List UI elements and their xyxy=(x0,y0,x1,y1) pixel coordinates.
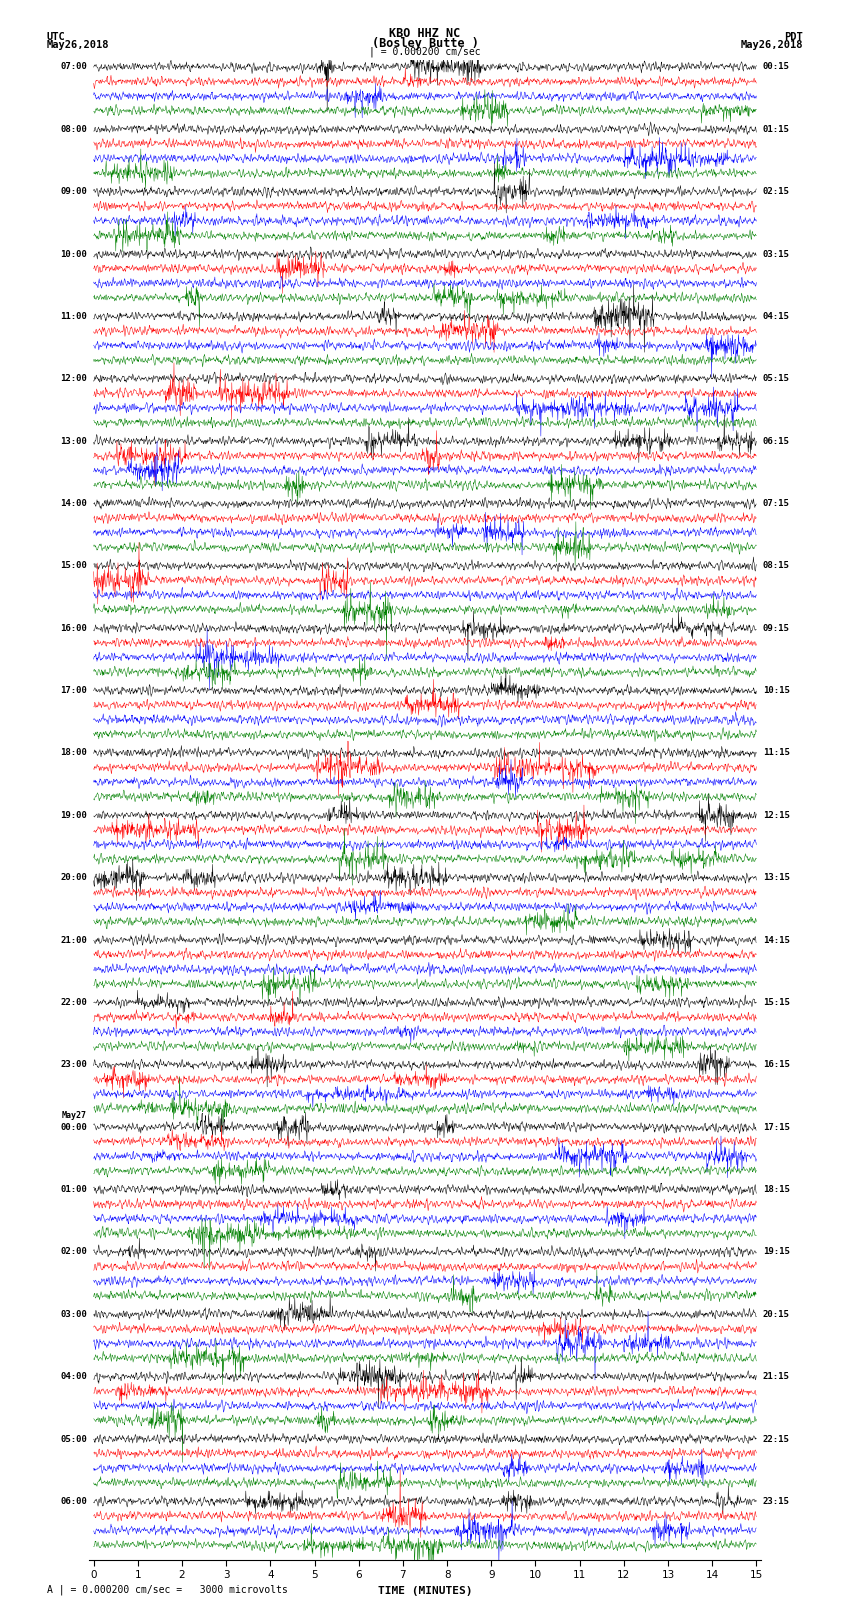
Text: 14:15: 14:15 xyxy=(763,936,790,945)
Text: KBO HHZ NC: KBO HHZ NC xyxy=(389,27,461,40)
Text: 08:00: 08:00 xyxy=(60,124,87,134)
Text: 23:00: 23:00 xyxy=(60,1060,87,1069)
Text: 18:00: 18:00 xyxy=(60,748,87,758)
Text: PDT: PDT xyxy=(785,32,803,42)
Text: 20:15: 20:15 xyxy=(763,1310,790,1319)
Text: 21:15: 21:15 xyxy=(763,1373,790,1381)
Text: May26,2018: May26,2018 xyxy=(740,40,803,50)
Text: 19:15: 19:15 xyxy=(763,1247,790,1257)
Text: A | = 0.000200 cm/sec =   3000 microvolts: A | = 0.000200 cm/sec = 3000 microvolts xyxy=(47,1584,287,1595)
Text: 09:15: 09:15 xyxy=(763,624,790,632)
Text: 05:00: 05:00 xyxy=(60,1434,87,1444)
Text: 06:00: 06:00 xyxy=(60,1497,87,1507)
Text: 23:15: 23:15 xyxy=(763,1497,790,1507)
Text: 08:15: 08:15 xyxy=(763,561,790,571)
Text: 13:15: 13:15 xyxy=(763,873,790,882)
Text: 06:15: 06:15 xyxy=(763,437,790,445)
Text: 00:00: 00:00 xyxy=(60,1123,87,1132)
Text: 22:15: 22:15 xyxy=(763,1434,790,1444)
Text: 07:15: 07:15 xyxy=(763,498,790,508)
Text: 11:00: 11:00 xyxy=(60,311,87,321)
X-axis label: TIME (MINUTES): TIME (MINUTES) xyxy=(377,1586,473,1595)
Text: 18:15: 18:15 xyxy=(763,1186,790,1194)
Text: 04:15: 04:15 xyxy=(763,311,790,321)
Text: 19:00: 19:00 xyxy=(60,811,87,819)
Text: 07:00: 07:00 xyxy=(60,63,87,71)
Text: 10:15: 10:15 xyxy=(763,686,790,695)
Text: 21:00: 21:00 xyxy=(60,936,87,945)
Text: 16:15: 16:15 xyxy=(763,1060,790,1069)
Text: 10:00: 10:00 xyxy=(60,250,87,258)
Text: 02:00: 02:00 xyxy=(60,1247,87,1257)
Text: 02:15: 02:15 xyxy=(763,187,790,197)
Text: 03:15: 03:15 xyxy=(763,250,790,258)
Text: 01:00: 01:00 xyxy=(60,1186,87,1194)
Text: 13:00: 13:00 xyxy=(60,437,87,445)
Text: 16:00: 16:00 xyxy=(60,624,87,632)
Text: May26,2018: May26,2018 xyxy=(47,40,110,50)
Text: 11:15: 11:15 xyxy=(763,748,790,758)
Text: 01:15: 01:15 xyxy=(763,124,790,134)
Text: 12:15: 12:15 xyxy=(763,811,790,819)
Text: 04:00: 04:00 xyxy=(60,1373,87,1381)
Text: 05:15: 05:15 xyxy=(763,374,790,384)
Text: UTC: UTC xyxy=(47,32,65,42)
Text: 17:15: 17:15 xyxy=(763,1123,790,1132)
Text: 17:00: 17:00 xyxy=(60,686,87,695)
Text: May27: May27 xyxy=(62,1111,87,1119)
Text: 00:15: 00:15 xyxy=(763,63,790,71)
Text: 22:00: 22:00 xyxy=(60,998,87,1007)
Text: (Bosley Butte ): (Bosley Butte ) xyxy=(371,37,479,50)
Text: 03:00: 03:00 xyxy=(60,1310,87,1319)
Text: 12:00: 12:00 xyxy=(60,374,87,384)
Text: 15:15: 15:15 xyxy=(763,998,790,1007)
Text: | = 0.000200 cm/sec: | = 0.000200 cm/sec xyxy=(369,47,481,58)
Text: 14:00: 14:00 xyxy=(60,498,87,508)
Text: 20:00: 20:00 xyxy=(60,873,87,882)
Text: 15:00: 15:00 xyxy=(60,561,87,571)
Text: 09:00: 09:00 xyxy=(60,187,87,197)
